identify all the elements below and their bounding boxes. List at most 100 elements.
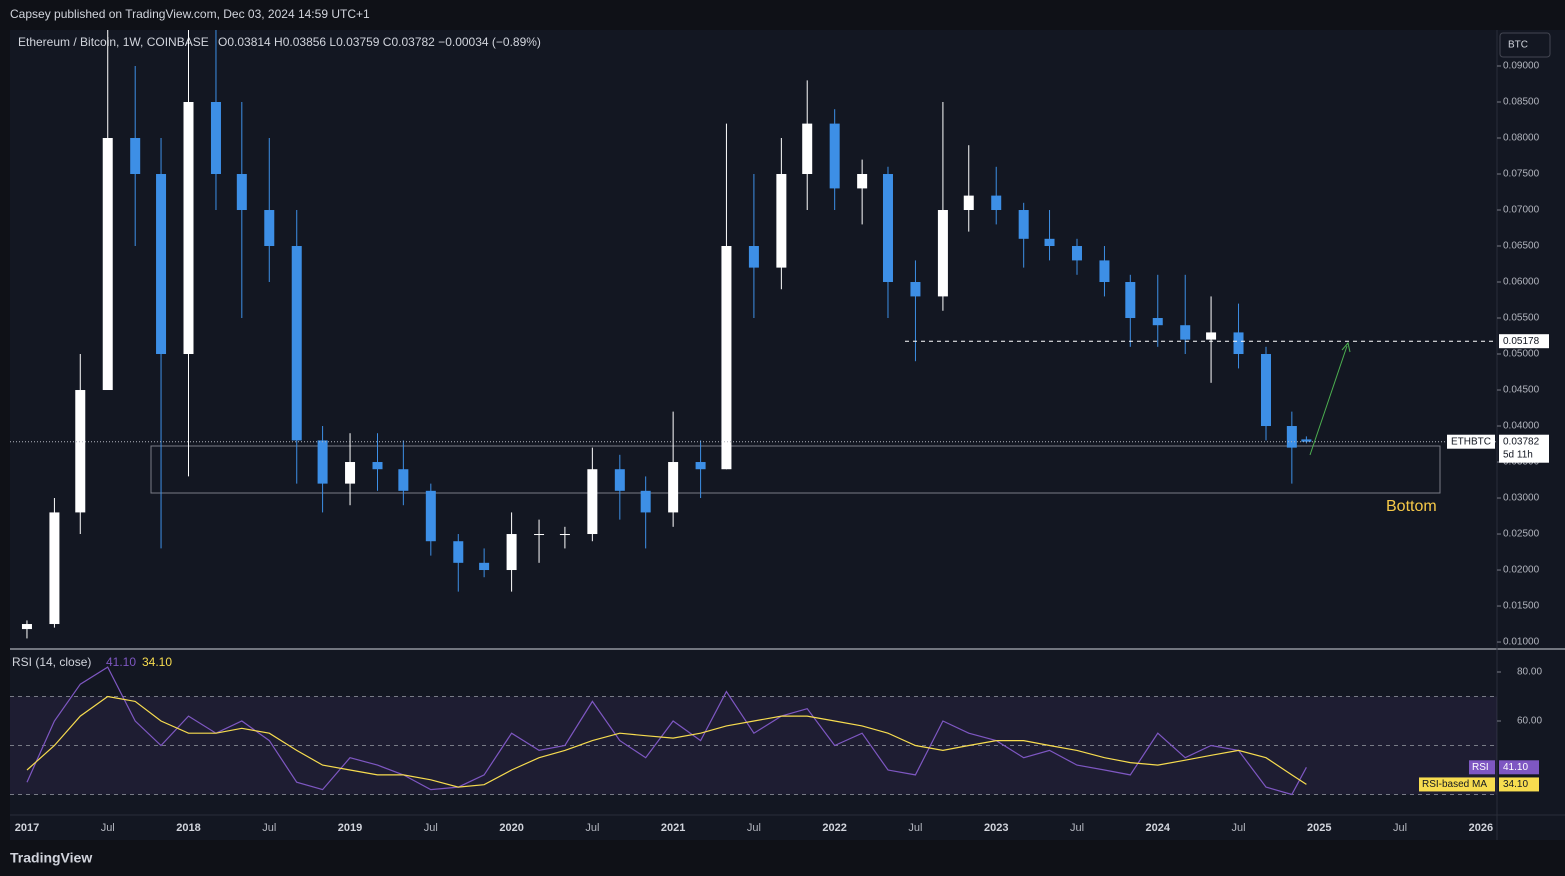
x-tick-label: 2018 — [176, 822, 200, 834]
candle-body — [1152, 318, 1163, 326]
x-tick-label: 2021 — [661, 822, 685, 834]
y-tick-label: 0.08500 — [1503, 97, 1540, 108]
rsi-line — [26, 666, 1307, 796]
candle-body — [640, 490, 651, 513]
ohlc: O0.03814 H0.03856 L0.03759 C0.03782 −0.0… — [218, 35, 541, 49]
y-tick-label: 0.07000 — [1503, 205, 1540, 216]
candle-body — [1233, 332, 1244, 355]
x-tick-label: 2026 — [1469, 822, 1493, 834]
value-tag — [1499, 777, 1539, 792]
x-tick-label: Jul — [908, 822, 922, 834]
candle-body — [668, 462, 679, 513]
candle-body — [345, 462, 356, 484]
rsi-band — [10, 696, 1497, 795]
rsi-value: 41.10 — [106, 655, 136, 669]
y-tick-label: 0.08000 — [1503, 133, 1540, 144]
candle-body — [102, 138, 113, 391]
x-tick-label: Jul — [1232, 822, 1246, 834]
candle-body — [614, 469, 625, 491]
candle-body — [857, 174, 868, 189]
y-tick-label: 0.04000 — [1503, 421, 1540, 432]
value-tag-label: 41.10 — [1503, 762, 1528, 773]
overlay: 2017 Jul 2018 Jul 2019 Jul 2020 Jul 2021 Jul 2022 J… — [10, 61, 1549, 834]
arrow — [1309, 345, 1348, 456]
candle-body — [264, 210, 275, 247]
series-tag — [1469, 760, 1495, 775]
candle-body — [210, 102, 221, 175]
x-tick-label: 2025 — [1307, 822, 1331, 834]
y-tick-label: 0.01000 — [1503, 637, 1540, 648]
y-tick-label: 0.02000 — [1503, 565, 1540, 576]
x-tick-label: 2017 — [15, 822, 39, 834]
y-tick-label: 0.07500 — [1503, 169, 1540, 180]
candle-body — [1180, 325, 1191, 340]
x-tick-label: Jul — [262, 822, 276, 834]
candle-body — [21, 624, 32, 630]
bottom-zone — [150, 445, 1441, 494]
y-tick-label: 0.06500 — [1503, 241, 1540, 252]
y-tick-label: 0.09000 — [1503, 61, 1540, 72]
candle-body — [1099, 260, 1110, 283]
y-tick-label: 0.06000 — [1503, 277, 1540, 288]
candle-body — [453, 541, 464, 563]
candle-body — [75, 390, 86, 513]
candle-body — [398, 469, 409, 491]
publisher: Capsey published on TradingView.com, Dec… — [10, 7, 370, 21]
x-tick-label: Jul — [101, 822, 115, 834]
price-tag-label: 0.03782 — [1503, 436, 1540, 447]
rsi-line — [26, 695, 1307, 788]
candle-body — [372, 462, 383, 470]
candle-body — [587, 469, 598, 535]
candle-body — [829, 123, 840, 189]
price-pane — [21, 30, 1312, 639]
candle-body — [156, 174, 167, 355]
x-tick-label: 2023 — [984, 822, 1008, 834]
candle-body — [776, 174, 787, 268]
candle-body — [559, 534, 570, 536]
candle-body — [695, 462, 706, 470]
x-tick-label: 2024 — [1146, 822, 1171, 834]
x-tick-label: 2019 — [338, 822, 362, 834]
x-tick-label: Jul — [424, 822, 438, 834]
candle-body — [1260, 354, 1271, 427]
x-tick-label: Jul — [1070, 822, 1084, 834]
candle-body — [506, 534, 517, 571]
level-tag-label: 0.05178 — [1503, 336, 1540, 347]
x-tick-label: Jul — [1393, 822, 1407, 834]
currency-button[interactable] — [1499, 32, 1551, 58]
series-name: RSI-based MA — [1422, 779, 1487, 790]
candle-body — [534, 534, 545, 536]
level-tag — [1499, 334, 1549, 349]
rsi-title: RSI (14, close) — [12, 655, 91, 669]
candle-body — [317, 440, 328, 484]
candle-body — [1018, 210, 1029, 239]
y-tick-label: 0.05000 — [1503, 349, 1540, 360]
brand: TradingView — [10, 850, 92, 866]
symbol-info: Ethereum / Bitcoin, 1W, COINBASE — [18, 35, 209, 49]
candle-body — [748, 246, 759, 268]
arrow-head — [1341, 341, 1351, 353]
series-name: RSI — [1472, 762, 1489, 773]
value-tag-label: 34.10 — [1503, 779, 1528, 790]
countdown: 5d 11h — [1503, 449, 1533, 460]
candle-body — [721, 246, 732, 470]
candle-body — [802, 123, 813, 175]
candle-body — [291, 246, 302, 441]
series-tag — [1419, 777, 1495, 792]
candle-body — [882, 174, 893, 283]
candle-body — [1301, 439, 1312, 442]
candle-body — [479, 562, 490, 571]
currency-label[interactable]: BTC — [1508, 40, 1528, 51]
x-tick-label: 2022 — [822, 822, 846, 834]
rsi-y-tick-label: 80.00 — [1517, 667, 1542, 678]
candle-body — [937, 210, 948, 297]
zone-label: Bottom — [1386, 498, 1437, 515]
candle-body — [963, 195, 974, 211]
value-tag — [1499, 760, 1539, 775]
y-tick-label: 0.03000 — [1503, 493, 1540, 504]
rsi-ma-value: 34.10 — [142, 655, 172, 669]
y-tick-label: 0.05500 — [1503, 313, 1540, 324]
candle-body — [183, 102, 194, 355]
